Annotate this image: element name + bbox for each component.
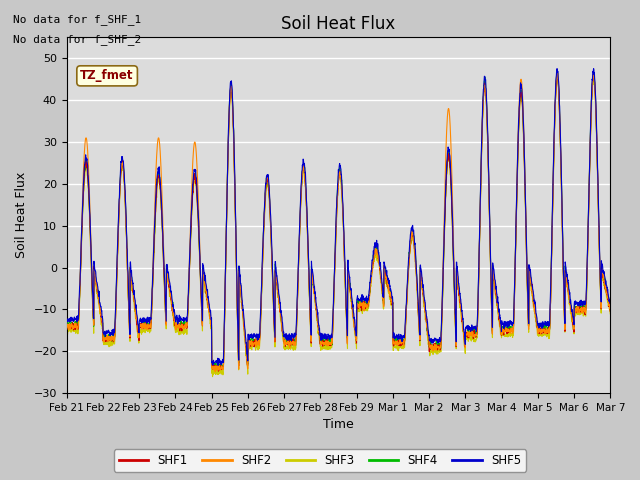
SHF2 (574, 307, 582, 313)
SHF3 (355, 305, 362, 311)
Text: No data for f_SHF_2: No data for f_SHF_2 (13, 34, 141, 45)
SHF4 (355, 299, 362, 305)
SHF5 (554, 66, 561, 72)
SHF2 (559, 244, 566, 250)
SHF3 (209, 374, 216, 380)
SHF4 (214, 360, 222, 365)
Line: SHF5: SHF5 (67, 69, 611, 365)
SHF3 (574, 311, 582, 316)
SHF1 (497, 325, 504, 331)
SHF3 (497, 332, 504, 337)
SHF2 (497, 324, 504, 330)
SHF2 (607, 305, 614, 311)
SHF3 (63, 328, 70, 334)
SHF1 (63, 321, 70, 326)
SHF2 (366, 284, 374, 289)
SHF5 (63, 318, 70, 324)
SHF4 (366, 281, 374, 287)
SHF4 (497, 320, 504, 325)
SHF3 (553, 73, 561, 79)
Text: TZ_fmet: TZ_fmet (81, 69, 134, 83)
SHF3 (366, 289, 374, 295)
SHF1 (366, 285, 374, 291)
SHF5 (355, 296, 362, 301)
SHF3 (607, 311, 614, 317)
SHF5 (559, 233, 566, 239)
SHF2 (215, 365, 223, 371)
SHF1 (215, 368, 223, 374)
SHF4 (573, 303, 581, 309)
SHF3 (559, 244, 566, 250)
Line: SHF3: SHF3 (67, 76, 611, 377)
SHF2 (211, 369, 219, 374)
SHF5 (215, 359, 223, 364)
SHF2 (355, 301, 362, 307)
SHF1 (554, 70, 561, 76)
Line: SHF2: SHF2 (67, 73, 611, 372)
SHF2 (63, 322, 70, 327)
SHF1 (574, 306, 582, 312)
SHF4 (607, 306, 614, 312)
Y-axis label: Soil Heat Flux: Soil Heat Flux (15, 172, 28, 258)
X-axis label: Time: Time (323, 419, 354, 432)
Line: SHF4: SHF4 (67, 72, 611, 369)
SHF1 (607, 309, 614, 314)
Title: Soil Heat Flux: Soil Heat Flux (282, 15, 396, 33)
SHF4 (559, 227, 566, 233)
SHF1 (355, 303, 362, 309)
SHF5 (574, 300, 582, 305)
SHF2 (554, 71, 561, 76)
SHF4 (63, 320, 70, 326)
Text: No data for f_SHF_1: No data for f_SHF_1 (13, 14, 141, 25)
SHF5 (607, 301, 614, 307)
SHF1 (214, 368, 222, 374)
SHF5 (214, 362, 222, 368)
SHF4 (589, 69, 597, 74)
SHF5 (497, 320, 504, 325)
SHF4 (215, 366, 223, 372)
Line: SHF1: SHF1 (67, 73, 611, 371)
Legend: SHF1, SHF2, SHF3, SHF4, SHF5: SHF1, SHF2, SHF3, SHF4, SHF5 (114, 449, 526, 472)
SHF3 (215, 372, 223, 377)
SHF1 (559, 237, 566, 243)
SHF5 (366, 280, 374, 286)
